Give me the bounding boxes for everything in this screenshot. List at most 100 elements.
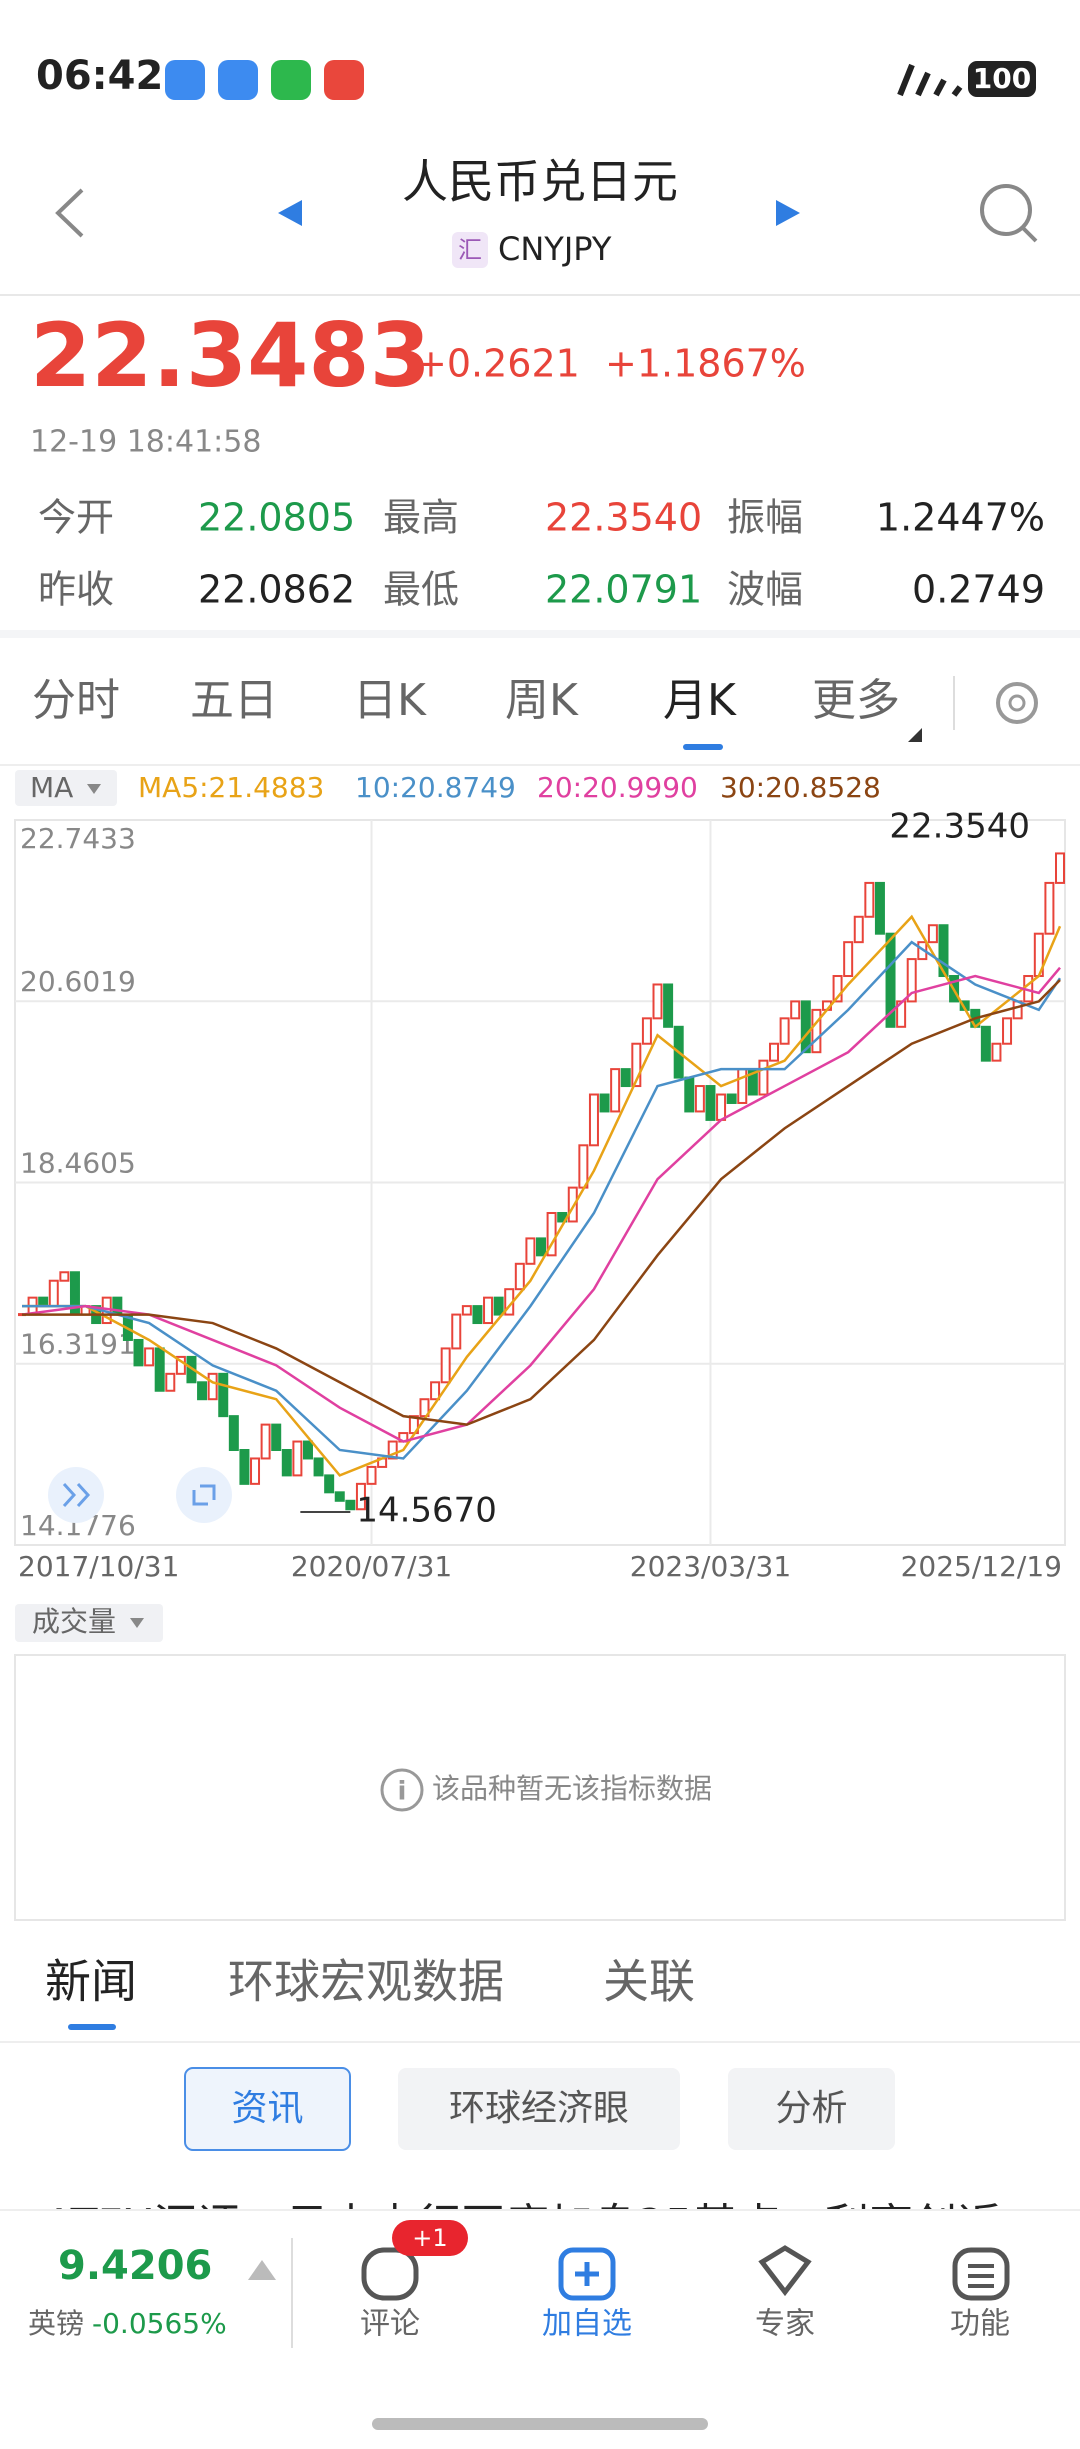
candle [133, 1338, 144, 1367]
candle [726, 1093, 737, 1104]
stat-value: 0.2749 [912, 568, 1045, 612]
ticker-price[interactable]: 9.4206 [58, 2243, 212, 2289]
candle [345, 1499, 356, 1511]
candle [324, 1474, 335, 1494]
x-tick-label: 2023/03/31 [630, 1550, 791, 1583]
candle [874, 881, 885, 935]
ma-line [22, 914, 1062, 1477]
symbol-code: CNYJPY [498, 230, 612, 268]
candle [218, 1372, 229, 1418]
news-tab[interactable]: 关联 [603, 1955, 695, 2009]
legend-entry: 10:20.8749 [355, 771, 516, 804]
ma-line [21, 966, 1061, 1443]
candle [493, 1296, 504, 1316]
period-tab[interactable]: 五日 [190, 675, 278, 726]
candle [610, 1068, 621, 1113]
candle [663, 983, 674, 1028]
candle [885, 932, 896, 1028]
bottom-bar [0, 2210, 1080, 2449]
action-label[interactable]: 评论 [360, 2307, 420, 2342]
period-tab[interactable]: 更多 [812, 675, 900, 726]
indicator-name: MA [30, 771, 73, 804]
candle [112, 1296, 123, 1316]
y-tick-label: 22.7433 [20, 822, 136, 855]
app-icon [218, 60, 258, 100]
settings-button[interactable] [996, 682, 1038, 724]
filter-button[interactable] [184, 2067, 351, 2151]
candle [769, 1042, 780, 1062]
legend: MA5:21.4883 10:20.8749 20:20.9990 30:20.852… [138, 771, 881, 804]
app-icon [271, 60, 311, 100]
candle [853, 915, 864, 944]
stat-value: 22.0862 [198, 568, 355, 612]
candle [588, 1093, 599, 1147]
candle [430, 1381, 441, 1401]
candle [694, 1085, 705, 1113]
stat-label: 振幅 [727, 496, 803, 540]
candle [938, 924, 949, 978]
candle [154, 1347, 165, 1392]
legend-entry: MA5:21.4883 [138, 771, 324, 804]
candle [144, 1347, 155, 1367]
x-tick-label: 2020/07/31 [291, 1550, 452, 1583]
x-tick-label: 2025/12/19 [901, 1550, 1062, 1583]
ticker-name: 英镑 [28, 2307, 84, 2340]
y-tick-label: 18.4605 [20, 1146, 136, 1179]
candle [302, 1440, 313, 1460]
stat-value: 1.2447% [876, 496, 1045, 540]
stat-label: 最高 [383, 496, 459, 540]
search-button[interactable] [980, 184, 1032, 236]
filters: 资讯 环球经济眼 分析 [184, 2067, 895, 2151]
price-change-pct: +1.1867% [605, 342, 806, 386]
stat-label: 今开 [38, 496, 114, 540]
candle [1044, 881, 1055, 935]
candle [419, 1398, 430, 1418]
ma-line [22, 979, 1061, 1426]
page-title: 人民币兑日元 [402, 155, 678, 209]
signal-icon [897, 63, 963, 97]
action-label[interactable]: 功能 [950, 2307, 1010, 2342]
filter-button[interactable] [728, 2068, 895, 2150]
candle [641, 1017, 652, 1045]
candle [38, 1296, 49, 1308]
candle [599, 1093, 610, 1113]
candle [737, 1068, 748, 1104]
market-badge: 汇 [458, 236, 482, 264]
tab-indicator [683, 744, 723, 750]
prev-button[interactable] [278, 200, 302, 226]
candle [366, 1465, 377, 1485]
period-tab[interactable]: 周K [505, 675, 579, 726]
x-tick-label: 2017/10/31 [18, 1550, 179, 1583]
candle [260, 1423, 271, 1460]
candle [355, 1482, 366, 1511]
back-button[interactable] [55, 188, 84, 238]
candle [790, 1000, 801, 1020]
action-label[interactable]: 专家 [755, 2307, 815, 2342]
candle [461, 1305, 472, 1316]
candle [567, 1186, 578, 1223]
candle [525, 1237, 536, 1265]
next-button[interactable] [776, 200, 800, 226]
legend-entry: 30:20.8528 [720, 771, 881, 804]
min-label: 14.5670 [356, 1491, 497, 1531]
filter-label: 环球经济眼 [449, 2088, 629, 2129]
expand-button[interactable] [176, 1467, 232, 1523]
period-tab[interactable]: 日K [353, 675, 427, 726]
news-tab[interactable]: 环球宏观数据 [228, 1955, 504, 2009]
comment-badge: +1 [412, 2224, 447, 2252]
candle [228, 1415, 239, 1452]
candle [514, 1262, 525, 1291]
stats: 今开 22.0805 最高 22.3540 振幅 1.2447% 昨收 22.0862 最低 22… [38, 496, 1045, 612]
candle [483, 1296, 494, 1325]
filter-label: 分析 [775, 2088, 847, 2129]
news-tab[interactable]: 新闻 [45, 1955, 137, 2009]
candle [1012, 1000, 1023, 1020]
action-label[interactable]: 加自选 [542, 2307, 632, 2342]
candle [832, 975, 843, 1003]
y-tick-label: 20.6019 [20, 965, 136, 998]
candle [980, 1025, 991, 1062]
filter-button[interactable] [398, 2068, 680, 2150]
candle [1002, 1017, 1013, 1045]
period-tab[interactable]: 月K [663, 675, 737, 726]
period-tab[interactable]: 分时 [32, 675, 120, 726]
